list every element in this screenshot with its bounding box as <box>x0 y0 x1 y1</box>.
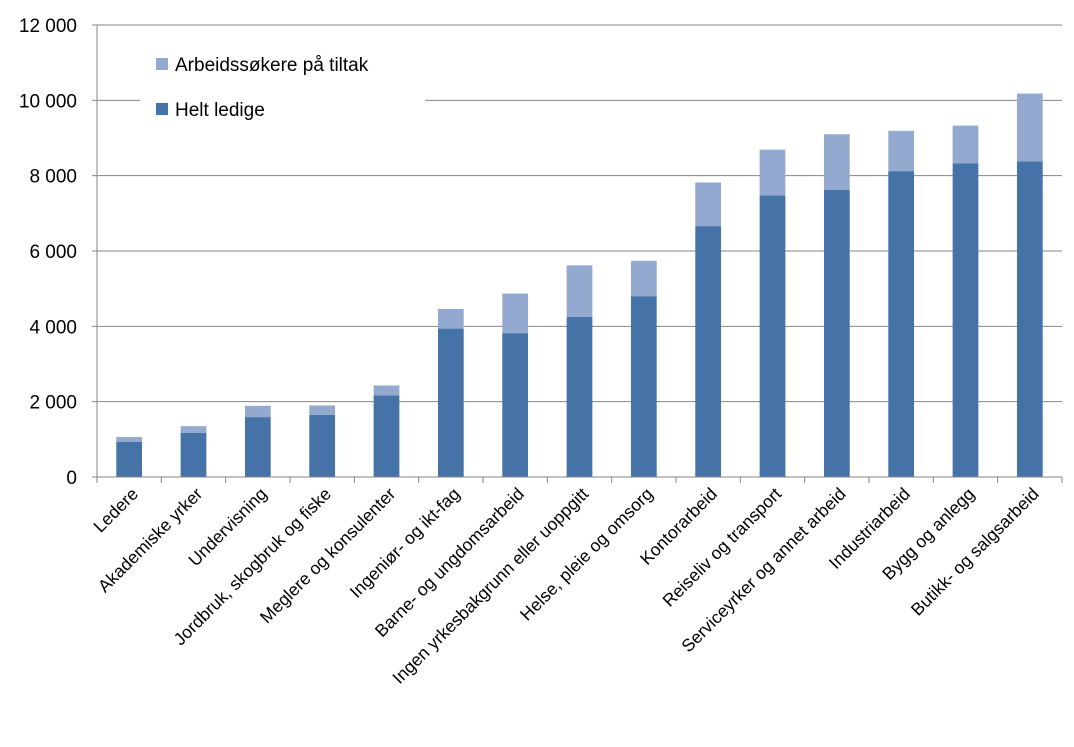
bar-helt-ledige-ingenior-og-ikt-fag <box>437 328 464 477</box>
y-tick-label: 6 000 <box>29 242 77 263</box>
legend-background <box>140 40 425 135</box>
bar-arbeidssokere-pa-tiltak-jordbruk-skogbruk-og-fiske <box>309 405 336 415</box>
bar-arbeidssokere-pa-tiltak-ledere <box>116 437 143 442</box>
y-tick-label: 8 000 <box>29 167 77 188</box>
legend-swatch-helt-ledige <box>156 103 168 115</box>
bar-helt-ledige-meglere-og-konsulenter <box>373 395 400 477</box>
y-axis-tick-labels: 0 2 000 4 000 6 000 8 000 10 000 12 000 <box>19 16 77 489</box>
bar-arbeidssokere-pa-tiltak-helse-pleie-og-omsorg <box>630 260 657 297</box>
legend-swatch-arbeidssokere-pa-tiltak <box>156 58 168 70</box>
axes <box>92 24 1063 483</box>
bar-arbeidssokere-pa-tiltak-kontorarbeid <box>695 182 722 227</box>
x-tick-label-reiseliv-og-transport: Reiseliv og transport <box>658 484 785 611</box>
bars <box>116 93 1043 478</box>
bar-helt-ledige-reiseliv-og-transport <box>759 195 786 477</box>
bar-arbeidssokere-pa-tiltak-bygg-og-anlegg <box>952 125 979 164</box>
bar-arbeidssokere-pa-tiltak-butikk-og-salgsarbeid <box>1016 93 1043 162</box>
legend-label-arbeidssokere-pa-tiltak: Arbeidssøkere på tiltak <box>175 55 369 76</box>
bar-helt-ledige-serviceyrker-og-annet-arbeid <box>823 189 850 478</box>
x-tick-label-ledere: Ledere <box>89 484 142 537</box>
bar-arbeidssokere-pa-tiltak-meglere-og-konsulenter <box>373 385 400 396</box>
x-tick-label-ingenior-og-ikt-fag: Ingeniør- og ikt-fag <box>346 484 464 602</box>
bar-helt-ledige-ingen-yrkesbakgrunn-eller-uoppgitt <box>566 316 593 477</box>
y-tick-label: 0 <box>66 468 77 489</box>
legend-label-helt-ledige: Helt ledige <box>175 100 265 121</box>
bar-arbeidssokere-pa-tiltak-akademiske-yrker <box>180 426 207 433</box>
bar-helt-ledige-ledere <box>116 441 143 477</box>
bar-arbeidssokere-pa-tiltak-ingenior-og-ikt-fag <box>437 309 464 329</box>
bar-helt-ledige-akademiske-yrker <box>180 432 207 477</box>
bar-helt-ledige-barne-og-ungdomsarbeid <box>502 333 529 477</box>
bar-arbeidssokere-pa-tiltak-serviceyrker-og-annet-arbeid <box>823 134 850 190</box>
bar-helt-ledige-undervisning <box>244 417 271 477</box>
bar-helt-ledige-kontorarbeid <box>695 226 722 477</box>
bar-arbeidssokere-pa-tiltak-undervisning <box>244 405 271 418</box>
bar-helt-ledige-helse-pleie-og-omsorg <box>630 296 657 477</box>
bar-arbeidssokere-pa-tiltak-reiseliv-og-transport <box>759 149 786 196</box>
legend: Arbeidssøkere på tiltak Helt ledige <box>140 40 425 135</box>
bar-arbeidssokere-pa-tiltak-ingen-yrkesbakgrunn-eller-uoppgitt <box>566 265 593 317</box>
bar-helt-ledige-bygg-og-anlegg <box>952 163 979 477</box>
y-tick-label: 12 000 <box>19 16 77 37</box>
y-tick-label: 4 000 <box>29 317 77 338</box>
y-tick-label: 10 000 <box>19 91 77 112</box>
bar-arbeidssokere-pa-tiltak-barne-og-ungdomsarbeid <box>502 293 529 334</box>
x-tick-label-butikk-og-salgsarbeid: Butikk- og salgsarbeid <box>907 484 1043 620</box>
bar-helt-ledige-industriarbeid <box>888 171 915 477</box>
bar-helt-ledige-jordbruk-skogbruk-og-fiske <box>309 414 336 477</box>
bar-arbeidssokere-pa-tiltak-industriarbeid <box>888 130 915 172</box>
y-tick-label: 2 000 <box>29 393 77 414</box>
bar-helt-ledige-butikk-og-salgsarbeid <box>1016 161 1043 477</box>
